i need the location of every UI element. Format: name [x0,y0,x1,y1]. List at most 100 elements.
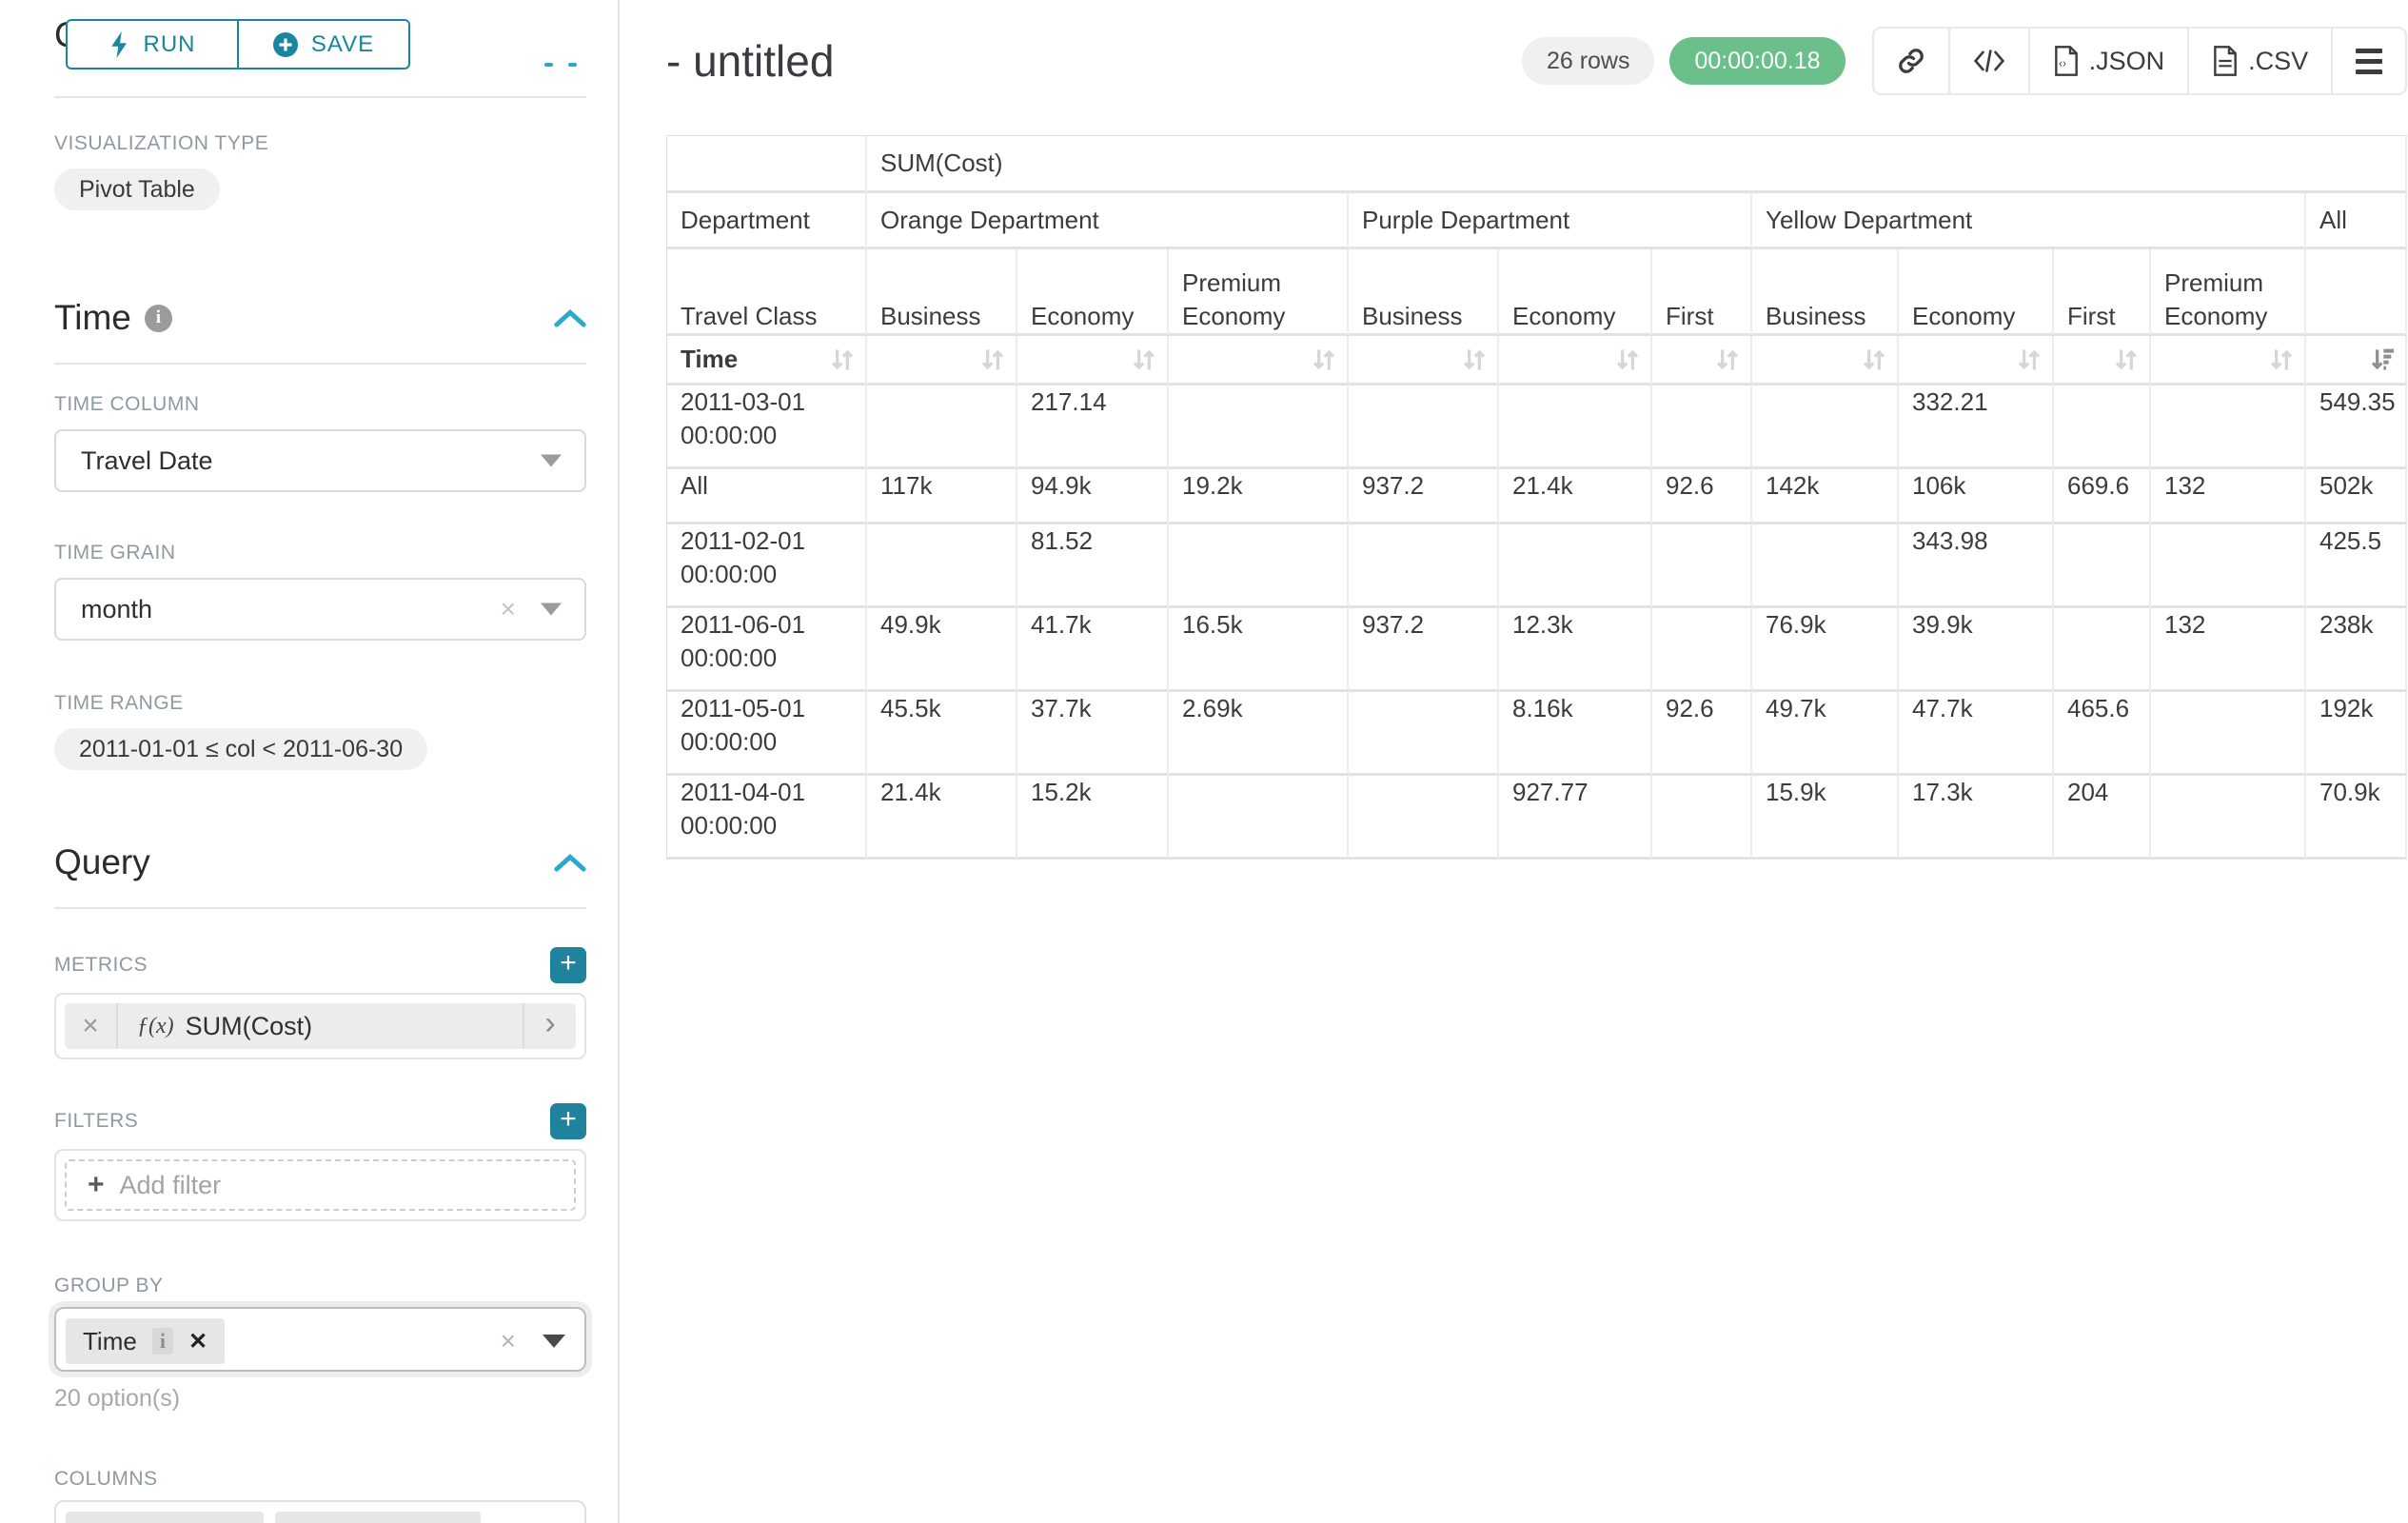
value-cell: 132 [2151,469,2306,524]
function-icon: ƒ(x) [137,1013,174,1038]
more-menu-button[interactable] [2331,29,2405,93]
table-row: 2011-02-01 00:00:00 81.52 343.98 425.5 [667,524,2408,608]
plus-circle-icon [272,31,298,57]
travel-class-header-cell: Economy [1017,249,1169,336]
sort-icon[interactable] [1309,345,1339,375]
sort-icon[interactable] [2266,345,2297,375]
row-header-cell: 2011-03-01 00:00:00 [667,386,867,469]
query-timer-badge: 00:00:00.18 [1669,37,1845,85]
columns-select[interactable]: Department✕Travel Class✕ × [54,1500,586,1523]
sort-icon[interactable] [1129,345,1159,375]
value-cell [1752,524,1899,608]
value-cell [2151,386,2306,469]
info-icon: i [144,304,172,332]
sort-icon[interactable] [1612,345,1643,375]
value-cell: 502k [2306,469,2408,524]
visualization-type-value[interactable]: Pivot Table [54,168,220,210]
time-range-label: TIME RANGE [54,692,184,714]
value-cell: 76.9k [1752,608,1899,692]
time-axis-label: Time [667,336,867,386]
value-cell: 106k [1899,469,2054,524]
chevron-up-icon[interactable] [554,852,586,873]
code-icon [1973,49,2004,72]
remove-tag-icon[interactable]: ✕ [227,1521,247,1523]
table-row: All 117k 94.9k 19.2k 937.2 21.4k 92.6 142k 106k 6… [667,469,2408,524]
table-row: 2011-06-01 00:00:00 49.9k 41.7k 16.5k 937.2 1… [667,608,2408,692]
value-cell [2054,608,2151,692]
travel-class-header-cell: Business [1752,249,1899,336]
value-cell: 92.6 [1652,692,1752,776]
embed-code-button[interactable] [1947,29,2028,93]
group-by-select[interactable]: Time i ✕ × [54,1307,586,1372]
value-cell [1349,524,1499,608]
row-header-cell: 2011-05-01 00:00:00 [667,692,867,776]
value-cell: 94.9k [1017,469,1169,524]
remove-tag-icon[interactable]: ✕ [188,1328,208,1355]
chevron-up-icon[interactable] [554,307,586,328]
sort-icon[interactable] [2014,345,2044,375]
remove-metric-icon[interactable]: × [65,1003,118,1049]
value-cell [2054,524,2151,608]
tag-label: Department [83,1520,212,1523]
sort-icon[interactable] [827,345,858,375]
export-json-label: .JSON [2088,46,2165,75]
pivot-table-container: SUM(Cost) Department Orange Department Purp… [666,135,2408,860]
sort-header-cell [1752,336,1899,386]
export-json-button[interactable]: ‹› .JSON [2027,29,2188,93]
row-header-cell: 2011-02-01 00:00:00 [667,524,867,608]
value-cell [1169,386,1349,469]
caret-down-icon [541,603,562,616]
add-metric-button[interactable]: + [550,947,586,983]
share-link-button[interactable] [1874,29,1948,93]
run-save-button-group: RUN SAVE [66,19,410,69]
department-header-cell: Purple Department [1349,193,1752,249]
metric-pill[interactable]: × ƒ(x) SUM(Cost) › [65,1003,576,1049]
add-filter-dropzone[interactable]: + Add filter [65,1159,576,1211]
sort-icon[interactable] [1459,345,1490,375]
save-button[interactable]: SAVE [237,19,410,69]
value-cell: 669.6 [2054,469,2151,524]
run-button[interactable]: RUN [66,19,239,69]
svg-text:‹›: ‹› [2059,57,2066,70]
travel-class-header-cell: Business [1349,249,1499,336]
sort-icon[interactable] [1712,345,1743,375]
sort-icon[interactable] [977,345,1008,375]
sort-header-cell [1169,336,1349,386]
value-cell [1169,776,1349,860]
selected-option-tag[interactable]: Department ✕ [66,1512,264,1523]
columns-label: COLUMNS [54,1468,158,1490]
value-cell: 70.9k [2306,776,2408,860]
tag-label: Travel Class [292,1520,429,1523]
chevron-right-icon[interactable]: › [523,1003,576,1049]
value-cell [1169,524,1349,608]
sort-icon[interactable] [2111,345,2142,375]
selected-option-tag[interactable]: Time i ✕ [66,1318,226,1364]
value-cell: 47.7k [1899,692,2054,776]
value-cell: 19.2k [1169,469,1349,524]
add-filter-button[interactable]: + [550,1103,586,1139]
value-cell [1499,524,1652,608]
remove-tag-icon[interactable]: ✕ [444,1521,463,1523]
clear-icon[interactable]: × [500,594,516,623]
time-column-select[interactable]: Travel Date [54,429,586,492]
sort-descending-icon[interactable] [2367,345,2398,375]
export-csv-button[interactable]: .CSV [2187,29,2331,93]
time-range-value[interactable]: 2011-01-01 ≤ col < 2011-06-30 [54,728,428,770]
selected-option-tag[interactable]: Travel Class ✕ [274,1512,481,1523]
metric-name: SUM(Cost) [185,1011,313,1040]
sort-icon[interactable] [1859,345,1889,375]
time-grain-select[interactable]: month × [54,578,586,641]
value-cell [1752,386,1899,469]
panel-collapse-dots[interactable] [544,63,577,67]
travel-class-axis-label: Travel Class [667,249,867,336]
clear-icon[interactable]: × [500,1326,516,1355]
value-cell: 8.16k [1499,692,1652,776]
value-cell: 343.98 [1899,524,2054,608]
sort-header-cell [1652,336,1752,386]
value-cell [2151,524,2306,608]
export-csv-label: .CSV [2248,46,2309,75]
table-row: 2011-05-01 00:00:00 45.5k 37.7k 2.69k 8.16k 9… [667,692,2408,776]
value-cell [867,524,1017,608]
department-header-cell: All [2306,193,2408,249]
link-icon [1898,49,1924,73]
